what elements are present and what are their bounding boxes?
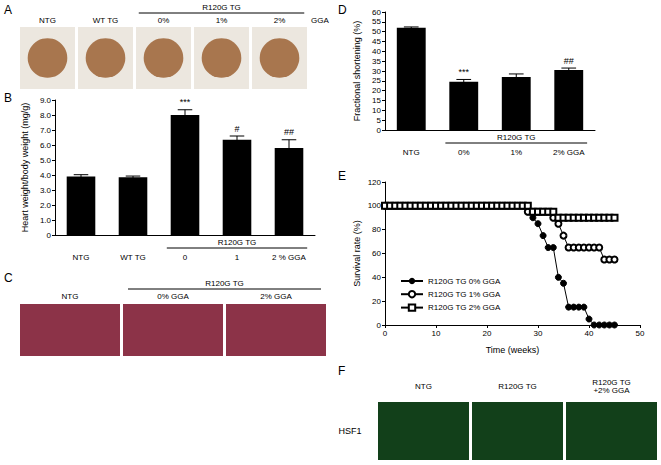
svg-text:0: 0 [377,126,382,135]
svg-text:B: B [4,91,12,105]
svg-text:50: 50 [372,27,381,36]
svg-text:1%: 1% [216,16,228,25]
svg-text:R120G TG 2% GGA: R120G TG 2% GGA [428,303,501,312]
svg-text:100: 100 [368,201,382,210]
svg-text:NTG: NTG [73,253,90,262]
svg-text:0% GGA: 0% GGA [157,292,189,301]
svg-text:#: # [234,124,239,134]
svg-text:A: A [4,3,12,17]
svg-text:8.0: 8.0 [40,111,52,120]
svg-text:0%: 0% [158,16,170,25]
svg-text:10: 10 [432,329,441,338]
svg-text:120: 120 [368,178,382,187]
svg-text:GGA: GGA [311,16,329,25]
svg-text:2% GGA: 2% GGA [260,292,292,301]
svg-text:##: ## [564,56,574,66]
svg-text:80: 80 [372,225,381,234]
svg-text:2 % GGA: 2 % GGA [272,253,306,262]
svg-text:30: 30 [372,67,381,76]
svg-text:3.0: 3.0 [40,186,52,195]
svg-text:2%: 2% [274,16,286,25]
svg-text:35: 35 [372,57,381,66]
svg-text:10: 10 [372,106,381,115]
svg-text:WT TG: WT TG [120,253,145,262]
svg-text:1%: 1% [510,148,522,157]
svg-text:50: 50 [636,329,645,338]
svg-text:0%: 0% [458,148,470,157]
svg-text:1.0: 1.0 [40,216,52,225]
svg-text:2% GGA: 2% GGA [553,148,585,157]
svg-text:30: 30 [534,329,543,338]
svg-text:NTG: NTG [62,292,79,301]
svg-text:R120G TG: R120G TG [592,377,631,387]
svg-text:4.0: 4.0 [40,171,52,180]
svg-text:6.0: 6.0 [40,141,52,150]
svg-text:Survival rate (%): Survival rate (%) [352,220,362,287]
svg-text:1: 1 [235,253,240,262]
svg-text:0: 0 [47,231,52,240]
svg-text:0: 0 [183,253,188,262]
svg-text:R120G TG: R120G TG [218,238,257,247]
svg-text:Fractional shortening (%): Fractional shortening (%) [352,21,362,122]
svg-text:0: 0 [383,329,388,338]
svg-text:***: *** [458,67,469,77]
svg-text:20: 20 [372,86,381,95]
svg-text:20: 20 [483,329,492,338]
svg-text:NTG: NTG [415,382,432,391]
svg-text:15: 15 [372,96,381,105]
svg-text:R120G TG: R120G TG [202,3,241,12]
svg-text:##: ## [284,127,294,137]
svg-text:20: 20 [372,297,381,306]
svg-text:7.0: 7.0 [40,126,52,135]
svg-text:D: D [338,3,347,17]
svg-text:0: 0 [377,321,382,330]
svg-text:2.0: 2.0 [40,201,52,210]
svg-text:***: *** [180,97,191,107]
svg-text:5.0: 5.0 [40,156,52,165]
svg-text:R120G TG: R120G TG [205,279,244,288]
svg-text:HSF1: HSF1 [338,426,361,436]
svg-text:45: 45 [372,37,381,46]
svg-text:NTG: NTG [39,16,56,25]
svg-text:25: 25 [372,76,381,85]
svg-text:60: 60 [372,249,381,258]
svg-text:WT TG: WT TG [93,16,118,25]
svg-text:R120G TG: R120G TG [498,382,537,391]
svg-text:Heart weight/body weight (mg/g: Heart weight/body weight (mg/g) [20,103,30,233]
svg-text:55: 55 [372,17,381,26]
svg-text:40: 40 [372,273,381,282]
svg-text:F: F [338,364,345,378]
svg-text:40: 40 [585,329,594,338]
svg-text:E: E [338,169,346,183]
svg-text:R120G TG 0% GGA: R120G TG 0% GGA [428,277,501,286]
svg-text:60: 60 [372,8,381,17]
svg-text:NTG: NTG [403,148,420,157]
svg-text:R120G TG 1% GGA: R120G TG 1% GGA [428,290,501,299]
svg-text:5: 5 [377,116,382,125]
svg-text:9.0: 9.0 [40,96,52,105]
svg-text:R120G TG: R120G TG [497,133,536,142]
svg-text:C: C [4,271,13,285]
svg-text:Time (weeks): Time (weeks) [486,345,540,355]
svg-text:+2% GGA: +2% GGA [593,386,630,395]
svg-text:40: 40 [372,47,381,56]
